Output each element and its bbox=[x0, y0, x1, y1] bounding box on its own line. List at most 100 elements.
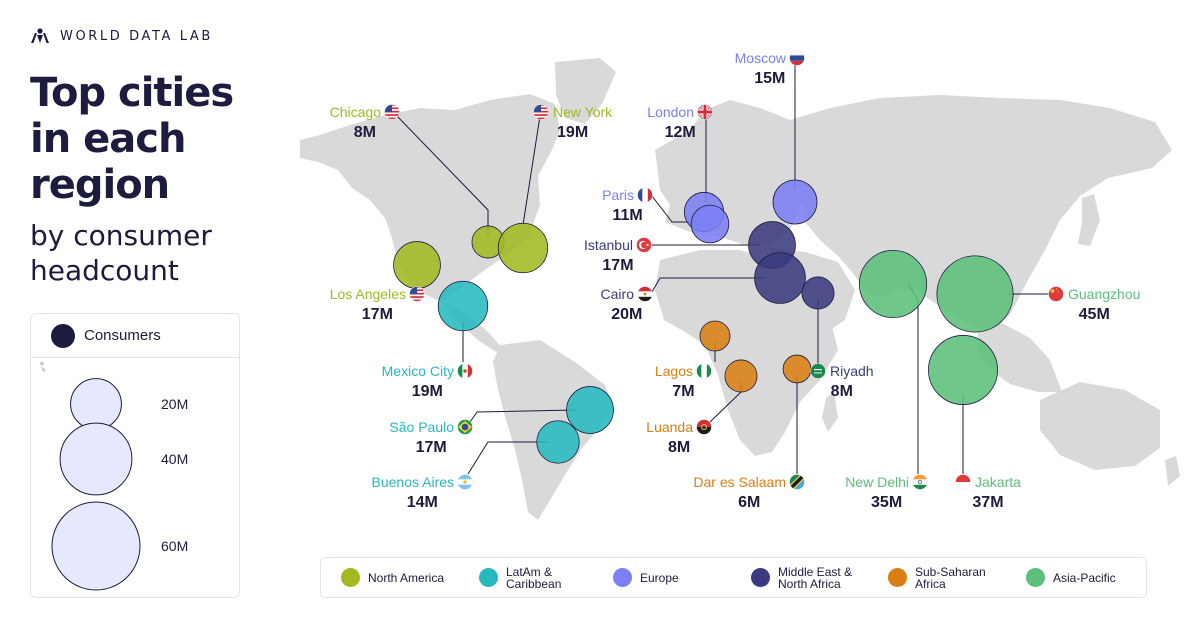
city-name-london: London bbox=[647, 104, 694, 120]
indonesia-flag-icon bbox=[955, 474, 971, 490]
region-legend-item-mena: Middle East & North Africa bbox=[751, 566, 852, 590]
city-name-sao-paulo: São Paulo bbox=[389, 419, 454, 435]
city-value-luanda: 8M bbox=[668, 439, 690, 456]
region-legend-item-na: North America bbox=[341, 568, 444, 587]
us-flag-icon bbox=[384, 104, 400, 120]
title-line-1: Top cities bbox=[30, 70, 234, 116]
subtitle-line-2: headcount bbox=[30, 254, 179, 287]
region-legend-label: Europe bbox=[640, 570, 679, 585]
city-bubble-cairo bbox=[754, 252, 806, 304]
city-labels: Chicago 8M New York 19M Los Angeles 17M Mexico… bbox=[330, 50, 1141, 511]
mexico-flag-icon bbox=[457, 363, 473, 379]
city-name-new-york: New York bbox=[553, 104, 613, 120]
region-legend-label: LatAm & Caribbean bbox=[506, 564, 562, 591]
city-name-jakarta: Jakarta bbox=[975, 474, 1021, 490]
china-flag-icon bbox=[1048, 286, 1064, 302]
nigeria-flag-icon bbox=[696, 363, 712, 379]
connector-cairo bbox=[651, 277, 765, 293]
city-name-guangzhou: Guangzhou bbox=[1068, 286, 1140, 302]
region-legend-label: Sub-Saharan Africa bbox=[915, 564, 986, 591]
city-bubble-mexico-city bbox=[437, 280, 489, 332]
size-legend-title: Consumers bbox=[84, 327, 161, 344]
france-flag-icon bbox=[637, 187, 653, 203]
city-bubble-lagos bbox=[699, 320, 731, 352]
city-value-chicago: 8M bbox=[354, 124, 376, 141]
city-value-moscow: 15M bbox=[754, 70, 785, 87]
region-legend-label: North America bbox=[368, 570, 445, 585]
greenland-shape bbox=[555, 58, 616, 124]
city-name-cairo: Cairo bbox=[601, 286, 635, 302]
size-legend-label-40m: 40M bbox=[161, 451, 188, 467]
city-value-jakarta: 37M bbox=[972, 494, 1003, 511]
city-value-mexico-city: 19M bbox=[412, 383, 443, 400]
russia-flag-icon bbox=[789, 50, 805, 66]
angola-flag-icon bbox=[696, 419, 712, 435]
southeast-asia-shape bbox=[978, 322, 1062, 392]
us-flag-icon bbox=[409, 286, 425, 302]
size-legend-label-60m: 60M bbox=[161, 538, 188, 554]
city-value-dar-es-salaam: 6M bbox=[738, 494, 760, 511]
city-name-lagos: Lagos bbox=[655, 363, 693, 379]
size-legend-bubble-40m bbox=[59, 422, 133, 496]
saudi-flag-icon bbox=[810, 363, 826, 379]
city-name-luanda: Luanda bbox=[646, 419, 693, 435]
city-bubble-jakarta bbox=[928, 335, 998, 405]
australia-shape bbox=[1040, 382, 1160, 470]
city-bubble-sao-paulo bbox=[566, 386, 614, 434]
size-legend-bubble-60m bbox=[51, 501, 141, 591]
city-value-new-delhi: 35M bbox=[871, 494, 902, 511]
japan-shape bbox=[1078, 194, 1100, 246]
world-map: Chicago 8M New York 19M Los Angeles 17M Mexico… bbox=[300, 50, 1180, 520]
city-bubble-riyadh bbox=[801, 276, 835, 310]
connector-new-york bbox=[522, 115, 541, 226]
tanzania-flag-icon bbox=[789, 474, 805, 490]
city-bubble-guangzhou bbox=[936, 255, 1014, 333]
connector-sao-paulo bbox=[469, 409, 576, 423]
region-legend: North America LatAm & Caribbean Europe Midd… bbox=[320, 557, 1147, 598]
city-name-moscow: Moscow bbox=[735, 50, 787, 66]
size-legend: Consumers 20M 40M 60M bbox=[30, 313, 240, 598]
city-value-sao-paulo: 17M bbox=[416, 439, 447, 456]
size-legend-bubbles: 20M 40M 60M bbox=[51, 378, 188, 591]
new-zealand-shape bbox=[1165, 456, 1180, 486]
europe-shape bbox=[655, 100, 805, 245]
city-value-buenos-aires: 14M bbox=[407, 494, 438, 511]
city-value-paris: 11M bbox=[612, 207, 642, 224]
madagascar-shape bbox=[822, 392, 838, 432]
region-legend-label: Middle East & North Africa bbox=[778, 564, 853, 591]
city-value-lagos: 7M bbox=[672, 383, 694, 400]
brand: WORLD DATA LAB bbox=[30, 28, 213, 44]
city-name-mexico-city: Mexico City bbox=[382, 363, 454, 379]
city-bubble-moscow bbox=[772, 179, 818, 225]
region-color-swatch bbox=[1026, 568, 1045, 587]
city-name-los-angeles: Los Angeles bbox=[330, 286, 406, 302]
city-name-chicago: Chicago bbox=[330, 104, 382, 120]
size-legend-label-20m: 20M bbox=[161, 396, 188, 412]
region-color-swatch bbox=[751, 568, 770, 587]
region-color-swatch bbox=[613, 568, 632, 587]
us-flag-icon bbox=[533, 104, 549, 120]
city-name-riyadh: Riyadh bbox=[830, 363, 874, 379]
city-bubble-buenos-aires bbox=[536, 420, 580, 464]
city-bubbles bbox=[393, 179, 1014, 464]
region-legend-item-apac: Asia-Pacific bbox=[1026, 568, 1116, 587]
region-legend-item-ssa: Sub-Saharan Africa bbox=[888, 566, 986, 590]
region-color-swatch bbox=[888, 568, 907, 587]
brazil-flag-icon bbox=[457, 419, 473, 435]
region-legend-item-eu: Europe bbox=[613, 568, 679, 587]
city-name-new-delhi: New Delhi bbox=[845, 474, 909, 490]
city-name-buenos-aires: Buenos Aires bbox=[372, 474, 455, 490]
city-bubble-new-york bbox=[497, 222, 549, 274]
city-value-guangzhou: 45M bbox=[1079, 306, 1110, 323]
region-color-swatch bbox=[479, 568, 498, 587]
size-legend-header: Consumers bbox=[31, 314, 239, 372]
region-legend-item-latam: LatAm & Caribbean bbox=[479, 566, 561, 590]
connector-buenos-aires bbox=[467, 441, 548, 475]
city-value-istanbul: 17M bbox=[602, 257, 633, 274]
turkey-flag-icon bbox=[636, 237, 652, 253]
brand-name: WORLD DATA LAB bbox=[60, 28, 213, 44]
people-icon bbox=[32, 323, 75, 372]
people-logo-icon bbox=[31, 28, 49, 43]
city-bubble-new-delhi bbox=[858, 249, 928, 319]
egypt-flag-icon bbox=[637, 286, 653, 302]
